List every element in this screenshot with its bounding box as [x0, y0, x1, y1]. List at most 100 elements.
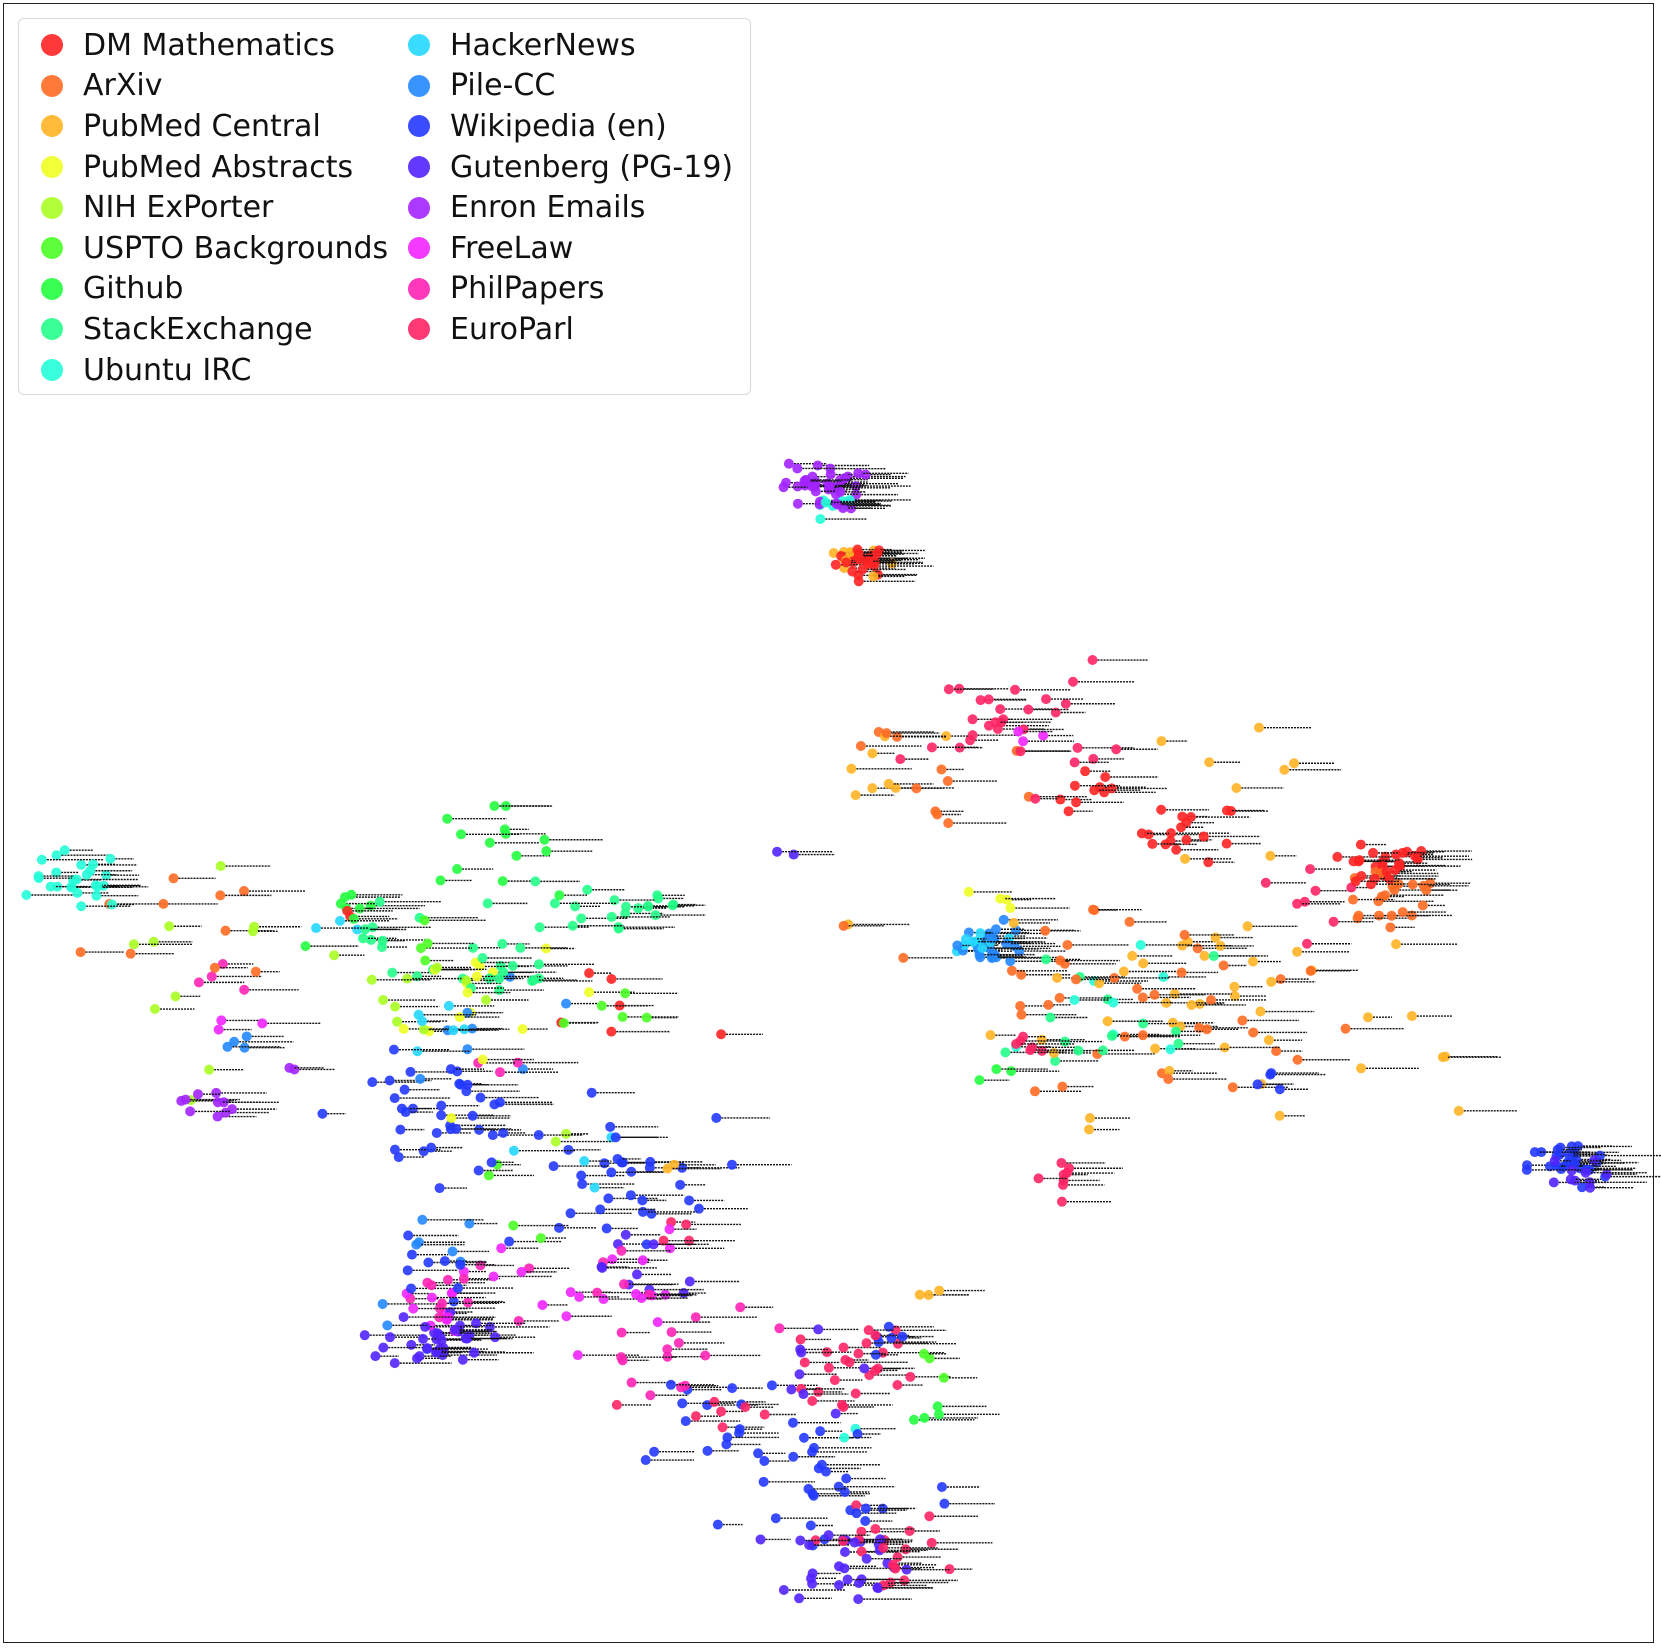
data-point: [1063, 806, 1074, 817]
data-point: [1137, 1030, 1148, 1041]
data-point: [420, 1321, 431, 1332]
data-point: [105, 853, 116, 864]
data-point: [535, 1233, 546, 1244]
data-point: [1150, 1043, 1161, 1054]
legend-marker: [41, 156, 63, 179]
data-point: [861, 1553, 872, 1564]
data-point: [1292, 946, 1303, 957]
data-point: [974, 1075, 985, 1086]
data-point: [33, 871, 44, 882]
data-point: [1030, 793, 1041, 804]
data-point: [1549, 1155, 1560, 1166]
data-point: [1010, 684, 1021, 695]
data-point: [1069, 994, 1080, 1005]
data-point: [215, 890, 226, 901]
data-point: [609, 895, 620, 906]
data-point: [1289, 758, 1300, 769]
data-point: [1248, 1027, 1259, 1038]
legend-label: Pile-CC: [450, 68, 556, 104]
data-point: [977, 942, 988, 953]
data-point: [1565, 1174, 1576, 1185]
data-point: [484, 973, 495, 984]
data-point: [1088, 904, 1099, 915]
data-point: [467, 1110, 478, 1121]
data-point: [662, 1344, 673, 1355]
legend-item: EuroParl: [386, 309, 733, 350]
data-point: [620, 988, 631, 999]
data-point: [1409, 851, 1420, 862]
data-point: [1080, 766, 1091, 777]
data-point: [786, 1384, 797, 1395]
data-point: [995, 893, 1006, 904]
data-point: [442, 1274, 453, 1285]
legend-item: Enron Emails: [386, 187, 733, 228]
data-point: [390, 1001, 401, 1012]
data-point: [690, 1411, 701, 1422]
data-point: [766, 1380, 777, 1391]
data-point: [1385, 922, 1396, 933]
data-point: [1043, 999, 1054, 1010]
data-point: [477, 1054, 488, 1065]
data-point: [317, 1108, 328, 1119]
data-point: [637, 1206, 648, 1217]
data-point: [389, 1358, 400, 1369]
data-point: [881, 728, 892, 739]
data-point: [967, 714, 978, 725]
data-point: [1192, 943, 1203, 954]
data-point: [673, 1337, 684, 1348]
data-point: [711, 1112, 722, 1123]
data-point: [1231, 782, 1242, 793]
legend-marker: [41, 115, 63, 138]
data-point: [1421, 885, 1432, 896]
data-point: [841, 557, 852, 568]
data-point: [1221, 805, 1232, 816]
data-point: [395, 1124, 406, 1135]
data-point: [998, 914, 1009, 925]
data-point: [415, 1073, 426, 1084]
data-point: [1208, 950, 1219, 961]
data-point: [890, 1563, 901, 1574]
data-point: [576, 913, 587, 924]
data-point: [932, 809, 943, 820]
data-point: [1106, 1030, 1117, 1041]
data-point: [76, 859, 87, 870]
data-point: [436, 1110, 447, 1121]
data-point: [431, 1127, 442, 1138]
data-point: [422, 938, 433, 949]
data-point: [901, 1564, 912, 1575]
data-point: [399, 1084, 410, 1095]
data-point: [1552, 1144, 1563, 1155]
data-point: [603, 1193, 614, 1204]
data-point: [528, 975, 539, 986]
data-point: [482, 898, 493, 909]
data-point: [938, 1372, 949, 1383]
data-point: [541, 846, 552, 857]
data-point: [759, 1409, 770, 1420]
data-point: [405, 1066, 416, 1077]
data-point: [867, 783, 878, 794]
data-point: [684, 1195, 695, 1206]
data-point: [419, 915, 430, 926]
data-point: [596, 1000, 607, 1011]
data-point: [300, 941, 311, 952]
data-point: [690, 1312, 701, 1323]
data-point: [1203, 857, 1214, 868]
data-point: [936, 764, 947, 775]
data-point: [504, 1236, 515, 1247]
data-point: [727, 1383, 738, 1394]
data-point: [1058, 1179, 1069, 1190]
data-point: [1068, 676, 1079, 687]
data-point: [943, 818, 954, 829]
data-point: [1054, 992, 1065, 1003]
data-point: [823, 1362, 834, 1373]
data-point: [411, 1239, 422, 1250]
data-point: [1563, 1148, 1574, 1159]
legend-item: ArXiv: [19, 66, 388, 107]
data-point: [1348, 894, 1359, 905]
data-point: [352, 924, 363, 935]
data-point: [886, 1332, 897, 1343]
legend-label: Enron Emails: [450, 190, 646, 226]
data-point: [541, 943, 552, 954]
data-point: [550, 1136, 561, 1147]
data-point: [1016, 969, 1027, 980]
